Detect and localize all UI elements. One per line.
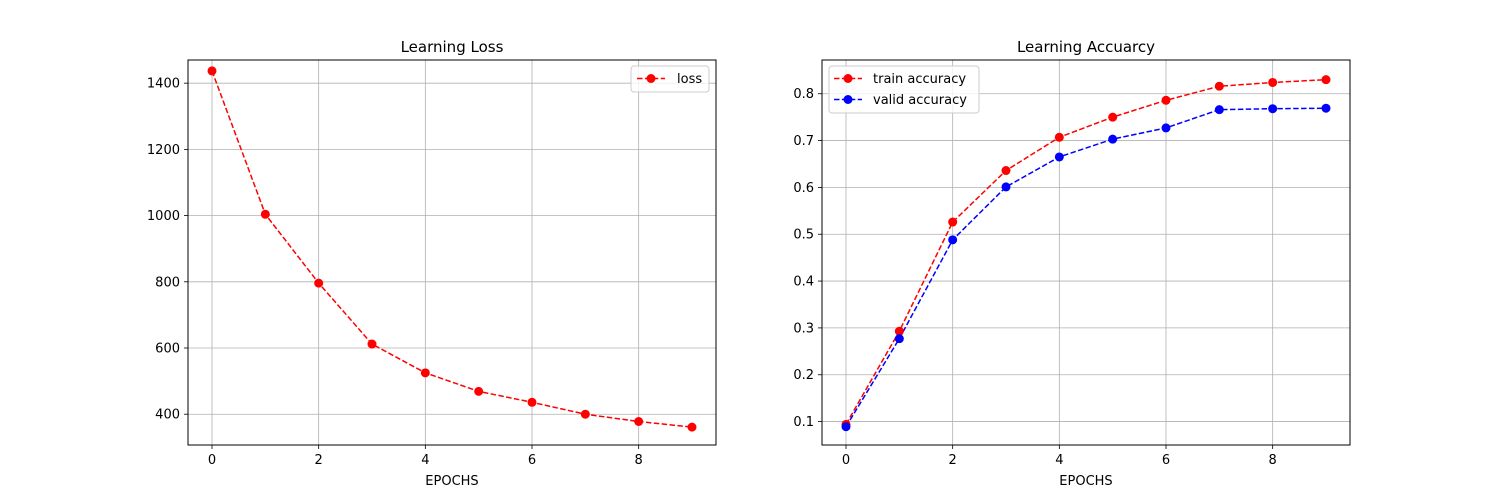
legend-train-accuracy-marker (843, 74, 853, 83)
valid-accuracy-point (1001, 182, 1011, 192)
accuracy-chart-markers (841, 75, 1331, 432)
accuracy-chart-lines (845, 78, 1327, 428)
train-accuracy-point (1001, 166, 1011, 176)
accuracy-chart-legend-box (828, 65, 980, 114)
valid-accuracy-point (948, 235, 958, 245)
accuracy-chart-grid (822, 60, 1350, 445)
accuracy-chart-x-axis-label: EPOCHS (1059, 474, 1112, 489)
valid-accuracy-point (1108, 134, 1118, 144)
legend-valid-accuracy-marker (843, 95, 853, 104)
loss-chart-y-tick-label: 600 (155, 342, 180, 357)
train-accuracy-point (1161, 95, 1171, 105)
accuracy-chart-y-tick-label: 0.5 (793, 228, 814, 243)
loss-chart-x-tick-label: 2 (315, 453, 323, 468)
loss-point (687, 422, 697, 432)
accuracy-chart-x-tick-label: 2 (949, 453, 957, 468)
loss-point (314, 278, 324, 288)
loss-chart-x-axis-label: EPOCHS (425, 474, 478, 489)
accuracy-chart-x-tick-label: 8 (1269, 453, 1277, 468)
train-accuracy-line (845, 78, 1327, 425)
accuracy-chart-x-tick-label: 6 (1162, 453, 1170, 468)
train-accuracy-point (1214, 81, 1224, 91)
accuracy-chart: 0 2 4 6 8 0.1 0.2 0.3 0.4 0.5 0.6 0.7 0.8 Learning A… (793, 38, 1351, 489)
loss-chart-title: Learning Loss (401, 38, 504, 56)
loss-chart-markers (207, 66, 697, 432)
valid-accuracy-point (1321, 103, 1331, 113)
loss-chart-axes-frame (187, 59, 717, 446)
loss-point (367, 339, 377, 349)
valid-accuracy-point (1161, 123, 1171, 133)
loss-chart-x-tick-label: 4 (421, 453, 429, 468)
valid-accuracy-point (1268, 104, 1278, 114)
train-accuracy-point (1054, 132, 1064, 142)
accuracy-chart-legend: train accuracy valid accuracy (828, 65, 980, 114)
legend-loss-marker (646, 74, 656, 83)
loss-chart-lines (211, 70, 693, 428)
valid-accuracy-point (894, 334, 904, 344)
legend-loss-label: loss (677, 72, 702, 87)
loss-point (474, 386, 484, 396)
accuracy-chart-axes-frame (821, 59, 1351, 446)
accuracy-chart-y-tick-label: 0.8 (793, 87, 814, 102)
train-accuracy-point (1268, 77, 1278, 87)
loss-chart-legend: loss (630, 65, 710, 93)
loss-chart-y-tick-label: 1000 (147, 209, 180, 224)
loss-point (527, 397, 537, 407)
accuracy-chart-y-tick-label: 0.4 (793, 275, 814, 290)
accuracy-chart-y-tick-label: 0.2 (793, 368, 814, 383)
loss-point (634, 417, 644, 426)
valid-accuracy-line (845, 107, 1327, 428)
train-accuracy-point (1321, 75, 1331, 85)
legend-valid-accuracy-label: valid accuracy (873, 93, 967, 108)
accuracy-chart-x-tick-label: 4 (1055, 453, 1063, 468)
loss-chart-y-tick-label: 1200 (147, 143, 180, 158)
train-accuracy-point (1108, 112, 1118, 122)
loss-chart-y-tick-label: 400 (155, 408, 180, 423)
valid-accuracy-point (841, 422, 851, 432)
loss-chart-x-tick-label: 6 (528, 453, 536, 468)
loss-point (420, 368, 430, 378)
accuracy-chart-y-tick-label: 0.3 (793, 321, 814, 336)
valid-accuracy-point (1214, 105, 1224, 115)
accuracy-chart-y-tick-label: 0.7 (793, 134, 814, 149)
loss-point (260, 209, 270, 219)
loss-chart-legend-box (630, 65, 710, 93)
loss-chart: 0 2 4 6 8 400 600 800 1000 1200 1400 Learning Loss… (147, 38, 717, 489)
valid-accuracy-point (1054, 152, 1064, 162)
loss-chart-grid (188, 60, 716, 445)
accuracy-chart-y-tick-label: 0.6 (793, 181, 814, 196)
accuracy-chart-ticks: 0 2 4 6 8 0.1 0.2 0.3 0.4 0.5 0.6 0.7 0.8 (793, 87, 1276, 468)
loss-line (211, 70, 693, 428)
loss-chart-x-tick-label: 0 (208, 453, 216, 468)
legend-train-accuracy-label: train accuracy (873, 72, 966, 87)
loss-chart-ticks: 0 2 4 6 8 400 600 800 1000 1200 1400 (147, 77, 643, 468)
loss-chart-y-tick-label: 1400 (147, 77, 180, 92)
accuracy-chart-x-tick-label: 0 (842, 453, 850, 468)
train-accuracy-point (894, 326, 904, 336)
train-accuracy-point (948, 217, 958, 227)
accuracy-chart-title: Learning Accuarcy (1017, 38, 1155, 56)
loss-chart-y-tick-label: 800 (155, 275, 180, 290)
loss-point (580, 409, 590, 419)
loss-point (207, 66, 217, 76)
accuracy-chart-y-tick-label: 0.1 (793, 415, 814, 430)
loss-chart-x-tick-label: 8 (635, 453, 643, 468)
